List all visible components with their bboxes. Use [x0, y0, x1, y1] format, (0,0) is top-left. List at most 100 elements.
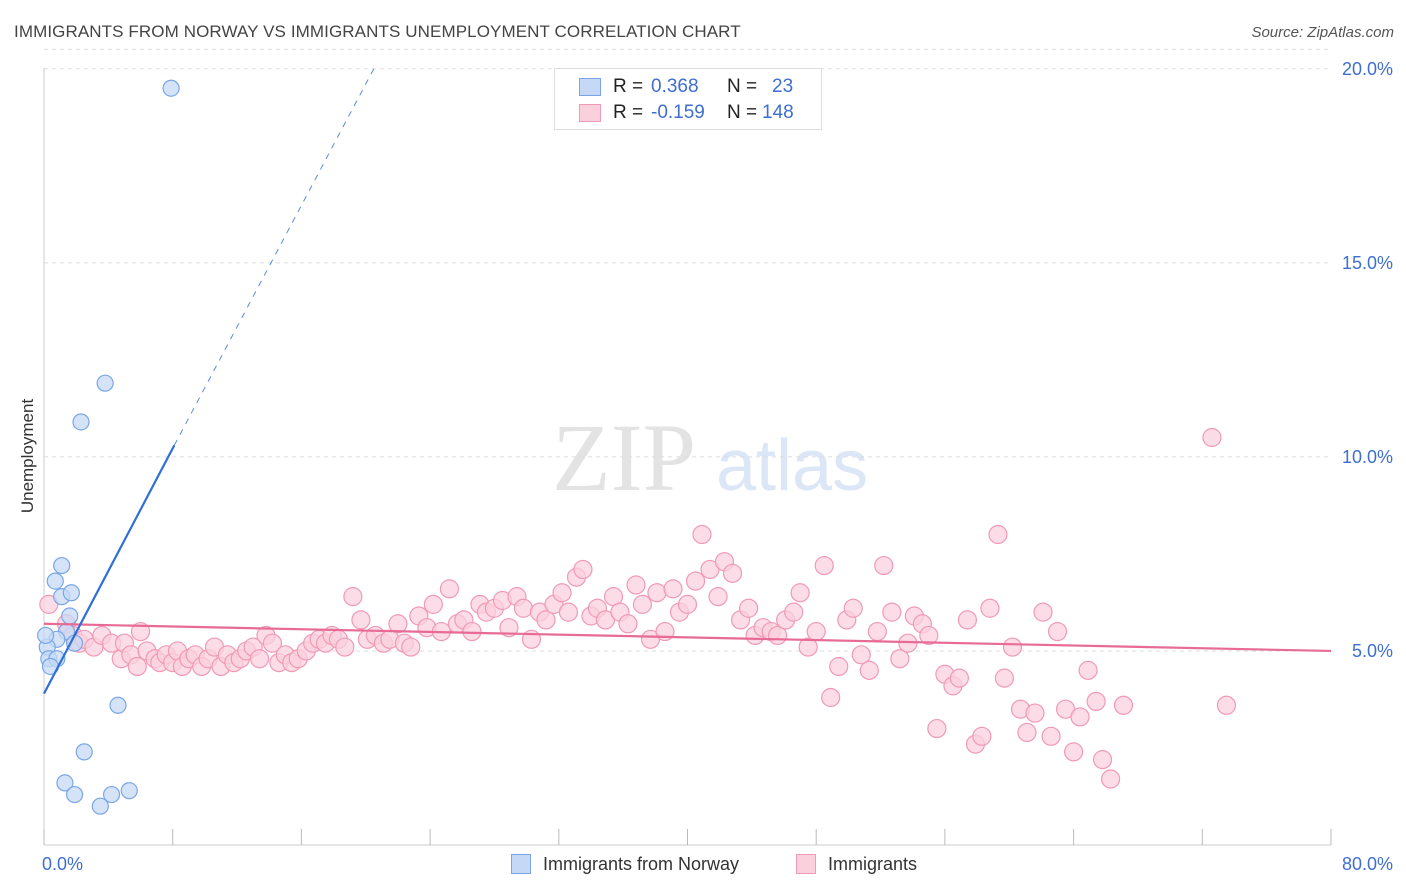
x-tick-labels: 0.0% 80.0% — [42, 854, 1393, 874]
immigrants-point — [988, 524, 1008, 545]
immigrants-point — [859, 660, 879, 680]
watermark: ZIP atlas — [552, 404, 868, 511]
immigrants-point — [927, 718, 947, 739]
bottom-legend-immigrants: Immigrants — [796, 852, 917, 876]
grid — [44, 48, 1331, 652]
immigrants-point — [1002, 637, 1023, 657]
y-tick-label: 20.0% — [1342, 59, 1393, 79]
norway-point — [75, 743, 93, 761]
immigrants-point — [843, 598, 863, 618]
norway-point — [62, 584, 80, 602]
immigrants-point — [632, 594, 653, 614]
immigrants-point — [423, 594, 443, 614]
immigrants-point — [343, 587, 363, 607]
immigrants-point — [821, 687, 841, 708]
immigrants-point — [919, 625, 939, 646]
norway-point — [46, 572, 64, 590]
correlation-legend: R = 0.368 N = 23 R = -0.159 N = 148 — [554, 68, 822, 130]
immigrants-points — [39, 427, 1237, 789]
immigrants-point — [882, 602, 902, 622]
immigrants-point — [262, 633, 283, 653]
trend-lines — [43, 68, 1332, 695]
legend-n-value: 148 — [762, 102, 794, 123]
norway-point — [120, 782, 138, 800]
immigrants-point — [1017, 722, 1037, 743]
immigrants-point — [677, 594, 698, 614]
immigrants-point — [798, 637, 818, 657]
immigrants-point — [439, 579, 460, 599]
immigrants-point — [692, 524, 712, 545]
norway-point — [109, 696, 127, 714]
immigrants-point — [949, 668, 969, 688]
immigrants-point — [708, 587, 728, 607]
norway-point — [53, 556, 71, 575]
norway-point — [96, 374, 114, 392]
bottom-legend-label-norway: Immigrants from Norway — [543, 853, 740, 874]
immigrants-point — [784, 602, 804, 622]
immigrants-point — [1070, 707, 1090, 727]
immigrants-point — [851, 645, 871, 665]
immigrants-point — [626, 575, 646, 595]
legend-row-norway: R = 0.368 N = 23 — [579, 75, 793, 99]
immigrants-point — [647, 583, 667, 603]
x-ticks — [43, 829, 1332, 845]
norway-point — [102, 785, 121, 804]
norway-point — [37, 626, 55, 645]
legend-row-immigrants: R = -0.159 N = 148 — [579, 101, 794, 125]
norway-point — [56, 774, 74, 792]
norway-point — [91, 797, 109, 815]
x-tick-label: 80.0% — [1342, 854, 1393, 874]
immigrants-point — [462, 621, 482, 642]
immigrants-point — [957, 610, 978, 630]
bottom-legend-swatch-immigrants — [796, 854, 816, 874]
immigrants-point — [401, 637, 421, 657]
immigrants-point — [1086, 691, 1106, 712]
immigrants-point — [388, 614, 408, 634]
y-tick-labels: 5.0% 10.0% 15.0% 20.0% — [1342, 59, 1393, 661]
immigrants-point — [618, 614, 638, 634]
legend-swatch-immigrants — [579, 104, 601, 122]
immigrants-point — [1092, 750, 1113, 770]
immigrants-point — [335, 637, 355, 657]
immigrants-point — [685, 571, 706, 591]
immigrants-point — [829, 656, 849, 677]
immigrants-point — [663, 579, 683, 599]
norway-point — [61, 607, 79, 625]
legend-r-value: -0.159 — [651, 102, 705, 123]
immigrants-point — [739, 598, 759, 618]
norway-points — [37, 79, 180, 815]
immigrants-point — [994, 668, 1015, 688]
y-tick-label: 10.0% — [1342, 447, 1393, 467]
immigrants-point — [890, 649, 910, 669]
norway-point — [162, 79, 180, 97]
norway-point — [65, 785, 84, 804]
immigrants-point — [874, 555, 894, 576]
immigrants-point — [1025, 703, 1045, 723]
immigrants-point — [39, 594, 59, 614]
immigrants-point — [806, 621, 826, 642]
chart-title: IMMIGRANTS FROM NORWAY VS IMMIGRANTS UNE… — [14, 22, 741, 41]
immigrants-point — [790, 583, 810, 603]
immigrants-point — [972, 726, 992, 746]
legend-r-value: 0.368 — [651, 76, 699, 97]
legend-n-label: N = — [727, 76, 758, 97]
immigrants-point — [536, 610, 556, 630]
norway-trend-extension — [173, 68, 375, 446]
immigrants-point — [552, 583, 572, 603]
immigrants-point — [1101, 769, 1121, 789]
norway-trend-line — [43, 444, 176, 695]
watermark-zip: ZIP — [552, 404, 696, 511]
source-label: Source: ZipAtlas.com — [1251, 24, 1394, 41]
y-tick-label: 5.0% — [1352, 641, 1393, 661]
immigrants-point — [1202, 427, 1222, 448]
immigrants-point — [513, 598, 534, 618]
norway-point — [72, 413, 90, 431]
legend-r-label: R = — [613, 102, 644, 123]
immigrants-point — [814, 555, 834, 576]
immigrants-point — [573, 559, 593, 580]
immigrants-point — [249, 649, 270, 669]
immigrants-point — [1078, 660, 1098, 680]
immigrants-point — [1047, 621, 1068, 642]
immigrants-point — [1216, 695, 1237, 715]
